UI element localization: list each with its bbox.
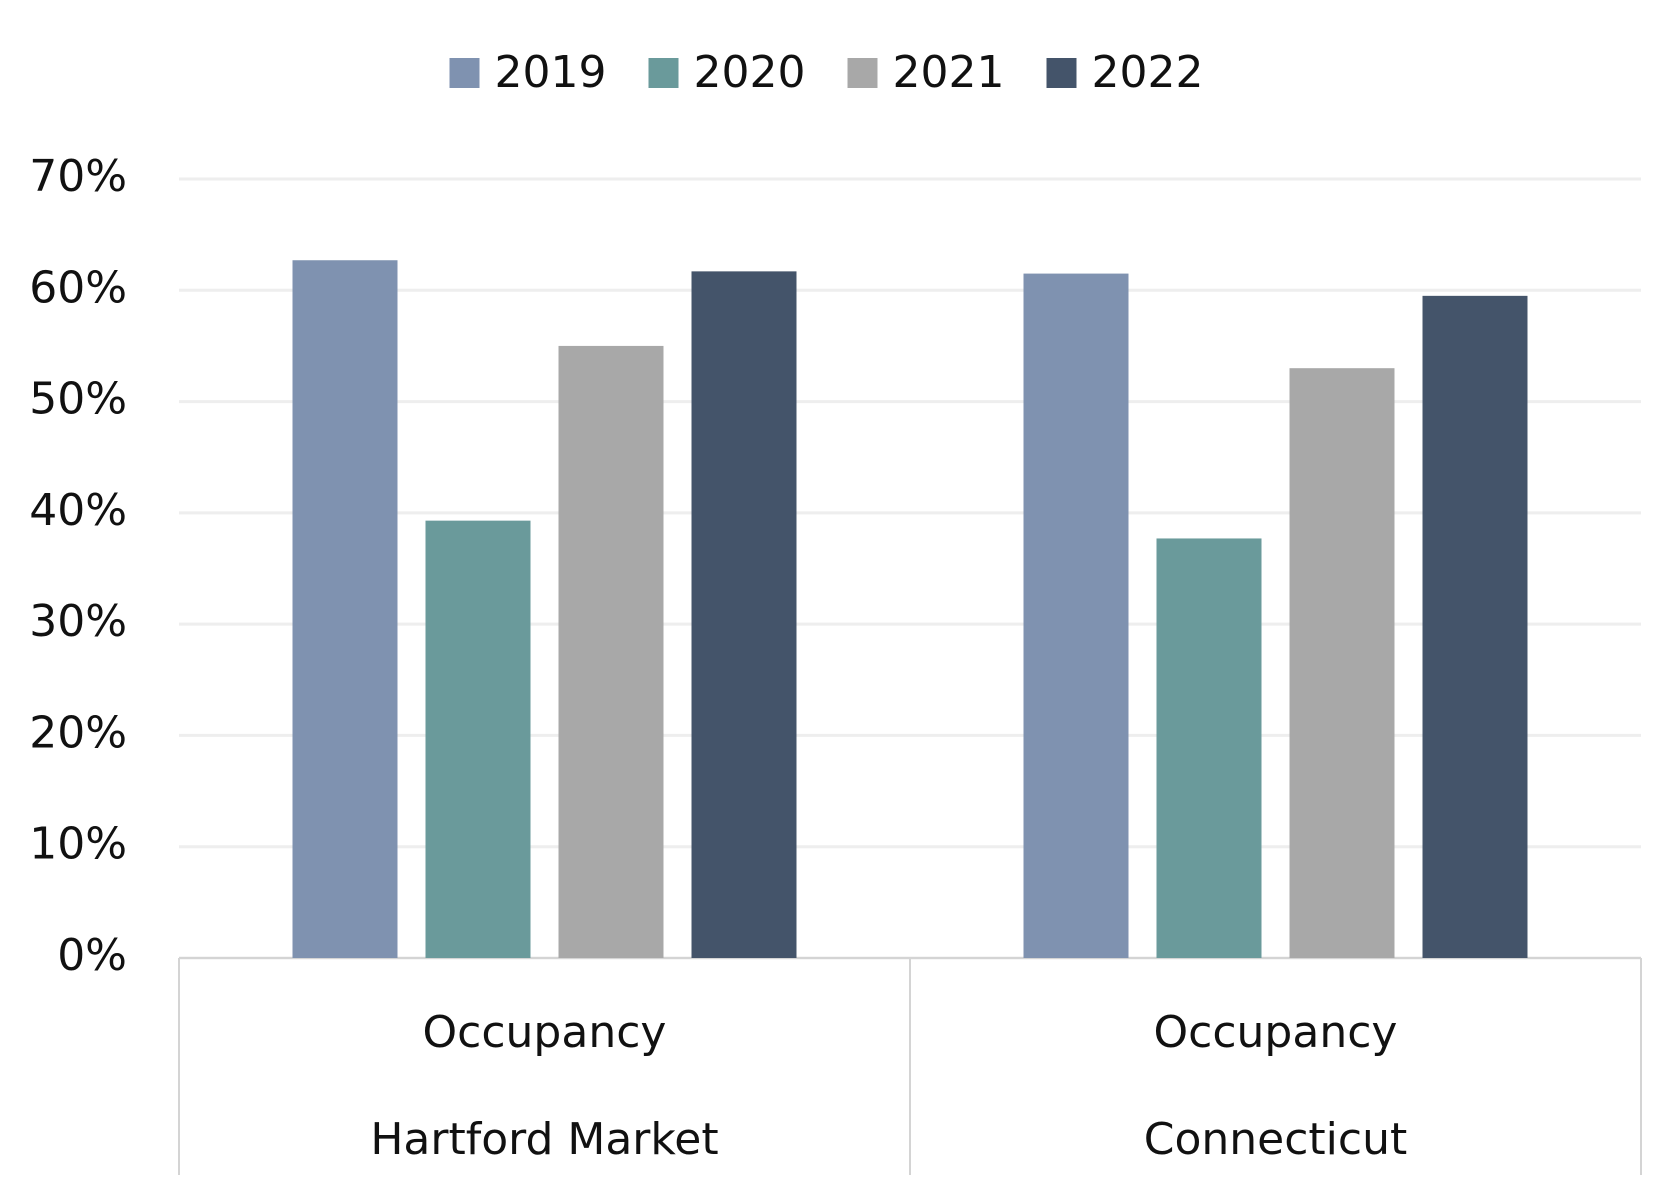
bar	[1023, 273, 1129, 958]
y-tick-label: 50%	[29, 374, 127, 425]
bar	[425, 520, 531, 958]
y-tick-label: 20%	[29, 707, 127, 758]
legend-swatch	[648, 58, 679, 88]
y-tick-label: 30%	[29, 596, 127, 647]
bar	[691, 271, 797, 958]
x-group-label: Hartford Market	[370, 1114, 718, 1165]
bar	[1289, 368, 1395, 959]
legend-label: 2021	[893, 47, 1005, 98]
x-tick-label: Occupancy	[1154, 1007, 1398, 1058]
bar	[1422, 295, 1528, 959]
y-tick-label: 70%	[29, 151, 127, 202]
legend-swatch	[449, 58, 480, 88]
y-tick-label: 10%	[29, 819, 127, 870]
legend-label: 2019	[495, 47, 607, 98]
bar	[292, 260, 398, 958]
y-tick-label: 0%	[57, 930, 127, 981]
legend-swatch	[1046, 58, 1077, 88]
legend-swatch	[847, 58, 878, 88]
y-tick-label: 60%	[29, 262, 127, 313]
y-tick-label: 40%	[29, 485, 127, 536]
x-tick-label: Occupancy	[423, 1007, 667, 1058]
bar	[1156, 538, 1262, 958]
legend-label: 2020	[694, 47, 806, 98]
x-group-label: Connecticut	[1144, 1114, 1407, 1165]
bar	[558, 345, 664, 958]
legend-label: 2022	[1092, 47, 1204, 98]
